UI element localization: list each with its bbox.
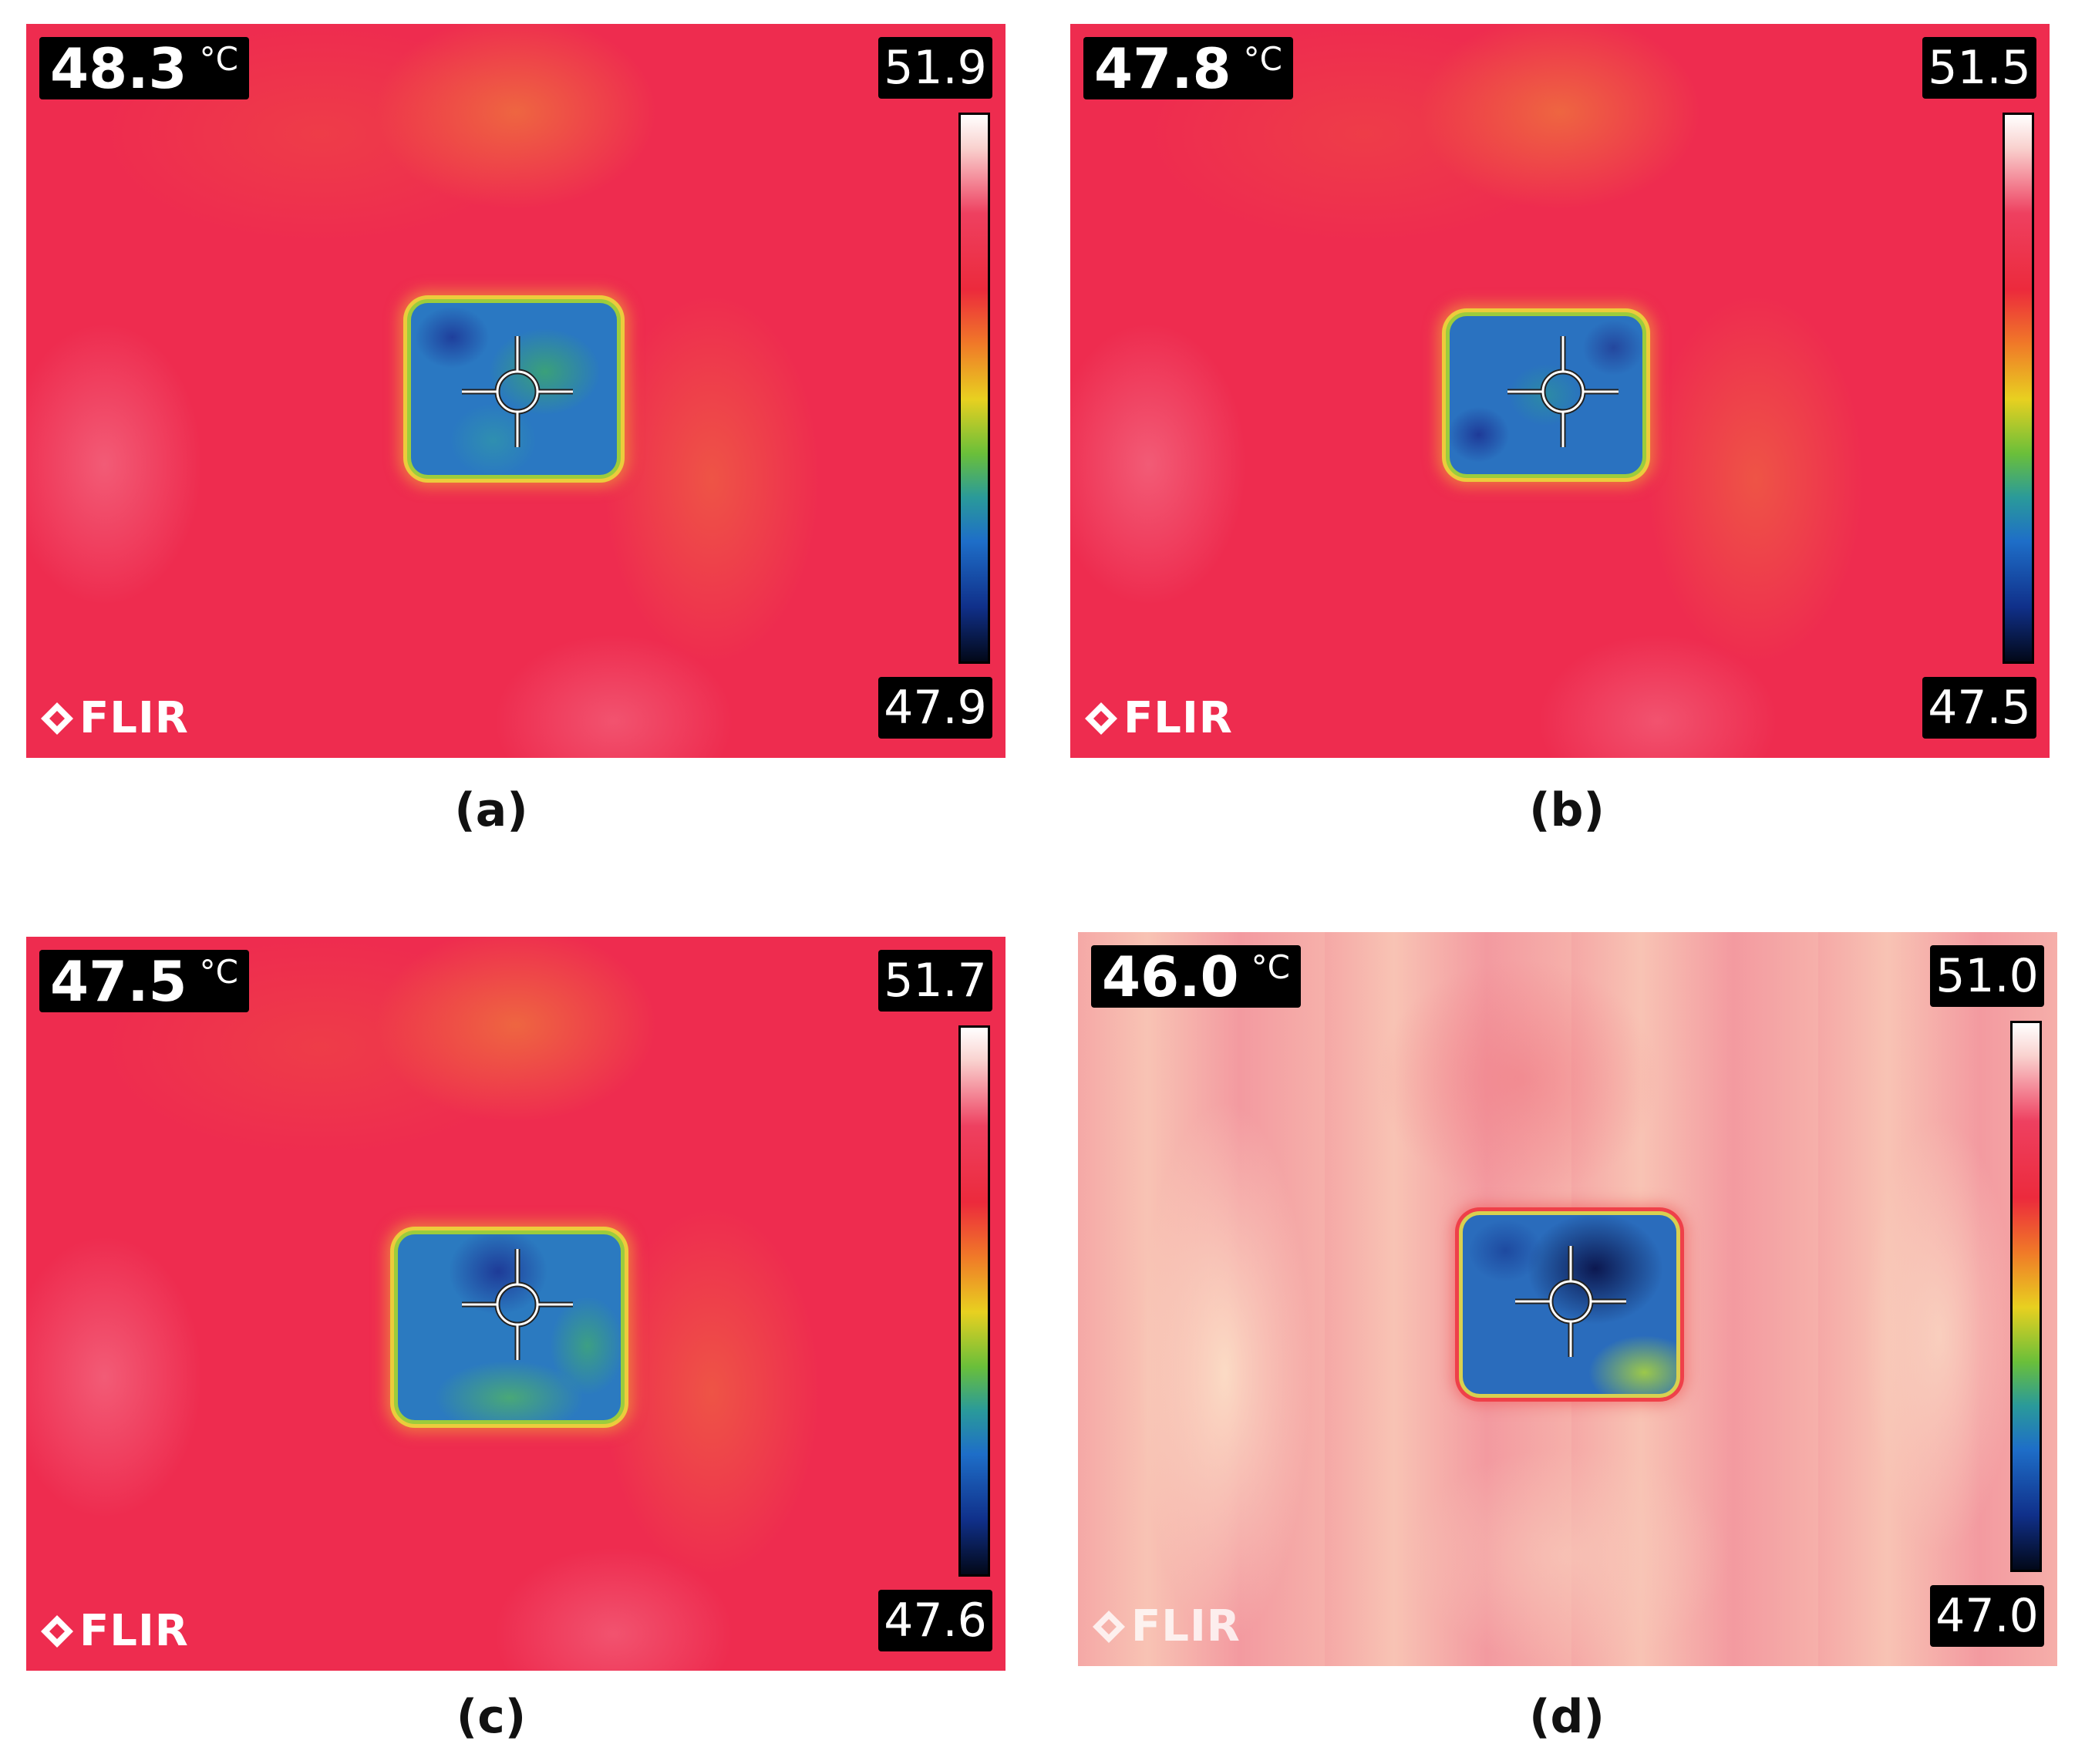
scale-min: 47.6 (878, 1590, 992, 1651)
thermal-image: 48.3 °C 51.9 47.9 FLIR (26, 24, 1005, 758)
temperature-unit: °C (199, 953, 238, 991)
scale-max: 51.0 (1930, 945, 2044, 1007)
temperature-unit: °C (1251, 948, 1290, 986)
color-bar (958, 1025, 990, 1577)
spot-temperature: 48.3 (50, 35, 187, 101)
cold-spot (411, 303, 617, 475)
spot-temperature: 46.0 (1102, 944, 1239, 1009)
brand-logo: FLIR (39, 1606, 189, 1656)
crosshair (456, 1243, 579, 1366)
brand-logo: FLIR (39, 693, 189, 743)
thermal-image: 47.5 °C 51.7 47.6 FLIR (26, 937, 1005, 1671)
cold-spot (398, 1234, 621, 1420)
cold-spot (1463, 1215, 1676, 1394)
spot-reading: 46.0 °C (1091, 944, 1301, 1009)
scale-min: 47.0 (1930, 1585, 2044, 1647)
brand-logo: FLIR (1083, 693, 1233, 743)
crosshair (456, 330, 579, 453)
color-bar (2003, 113, 2034, 664)
scale-max: 51.5 (1922, 37, 2036, 99)
thermal-image: 47.8 °C 51.5 47.5 FLIR (1070, 24, 2050, 758)
color-bar (958, 113, 990, 664)
crosshair (1509, 1240, 1632, 1363)
brand-logo: FLIR (1091, 1601, 1241, 1651)
spot-reading: 48.3 °C (39, 35, 249, 101)
caption: (d) (1529, 1690, 1605, 1744)
spot-temperature: 47.5 (50, 948, 187, 1014)
caption: (a) (454, 783, 528, 837)
color-bar (2010, 1021, 2042, 1572)
caption: (c) (456, 1690, 527, 1744)
brand-name: FLIR (79, 693, 189, 743)
thermal-image: 46.0 °C 51.0 47.0 FLIR (1078, 932, 2057, 1666)
scale-min: 47.9 (878, 677, 992, 739)
temperature-unit: °C (1243, 40, 1282, 78)
spot-temperature: 47.8 (1094, 35, 1231, 101)
spot-reading: 47.8 °C (1083, 35, 1293, 101)
cold-spot (1450, 316, 1642, 474)
scale-max: 51.9 (878, 37, 992, 99)
crosshair (1501, 330, 1625, 453)
scale-max: 51.7 (878, 950, 992, 1012)
caption: (b) (1529, 783, 1605, 837)
scale-min: 47.5 (1922, 677, 2036, 739)
spot-reading: 47.5 °C (39, 948, 249, 1014)
temperature-unit: °C (199, 40, 238, 78)
brand-name: FLIR (1123, 693, 1233, 743)
brand-name: FLIR (1131, 1601, 1241, 1651)
brand-name: FLIR (79, 1606, 189, 1656)
